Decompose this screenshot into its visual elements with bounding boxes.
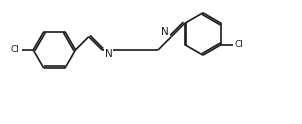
Text: Cl: Cl <box>235 40 244 49</box>
Text: Cl: Cl <box>11 45 20 54</box>
Text: N: N <box>161 27 169 37</box>
Text: N: N <box>105 49 113 59</box>
